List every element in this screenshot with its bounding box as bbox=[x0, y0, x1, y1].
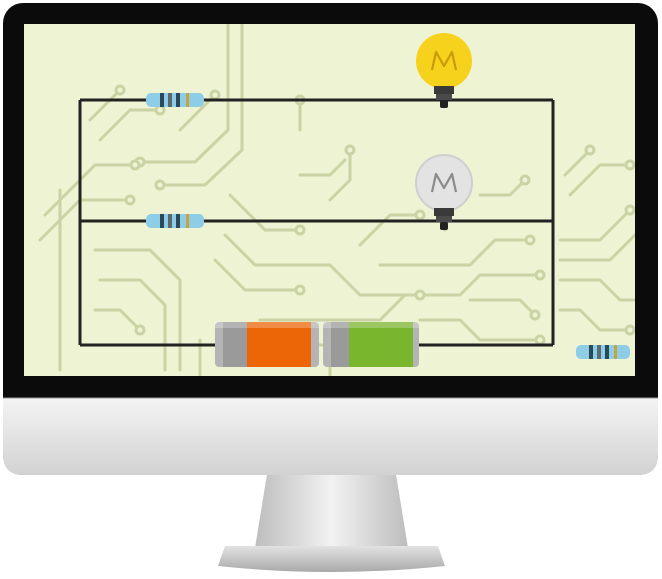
resistor-top bbox=[146, 93, 204, 107]
circuit-traces-background bbox=[38, 24, 635, 376]
screen bbox=[24, 24, 635, 376]
monitor-stand bbox=[218, 468, 445, 572]
lightbulb-icon-lit bbox=[416, 33, 472, 108]
battery-green bbox=[323, 322, 419, 367]
battery-orange bbox=[215, 322, 319, 367]
monitor-chin bbox=[3, 398, 658, 475]
resistor-loose bbox=[576, 345, 630, 359]
resistor-middle bbox=[146, 214, 204, 228]
lightbulb-icon-unlit bbox=[415, 154, 473, 230]
